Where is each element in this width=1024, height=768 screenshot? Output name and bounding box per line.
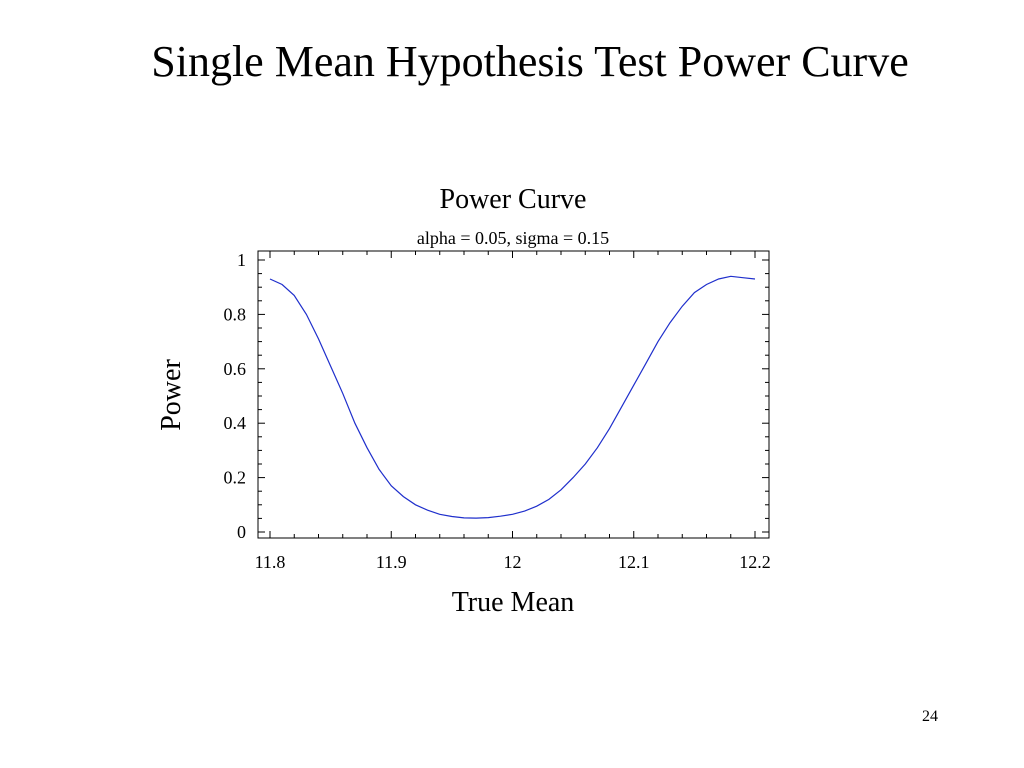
axis-ticks	[258, 251, 769, 538]
x-axis-label: True Mean	[452, 587, 575, 618]
chart-subtitle: alpha = 0.05, sigma = 0.15	[417, 228, 609, 248]
plot-frame	[257, 250, 770, 539]
y-axis-label: Power	[156, 359, 187, 431]
x-tick-label: 11.9	[376, 552, 407, 572]
x-tick-labels: 11.8 11.9 12 12.1 12.2	[255, 552, 771, 572]
x-tick-label: 11.8	[255, 552, 286, 572]
y-tick-label: 0	[237, 522, 246, 542]
page-number: 24	[922, 708, 938, 725]
y-tick-label: 0.4	[224, 413, 247, 433]
y-tick-label: 0.8	[224, 304, 247, 324]
x-tick-label: 12	[504, 552, 522, 572]
y-tick-label: 0.2	[224, 468, 247, 488]
y-tick-labels: 0 0.2 0.4 0.6 0.8 1	[224, 250, 247, 542]
series-line	[269, 275, 756, 519]
chart-title: Power Curve	[440, 184, 587, 215]
x-tick-label: 12.2	[739, 552, 771, 572]
y-tick-label: 0.6	[224, 359, 247, 379]
slide-title: Single Mean Hypothesis Test Power Curve	[151, 37, 909, 86]
x-tick-label: 12.1	[618, 552, 650, 572]
y-tick-label: 1	[237, 250, 246, 270]
